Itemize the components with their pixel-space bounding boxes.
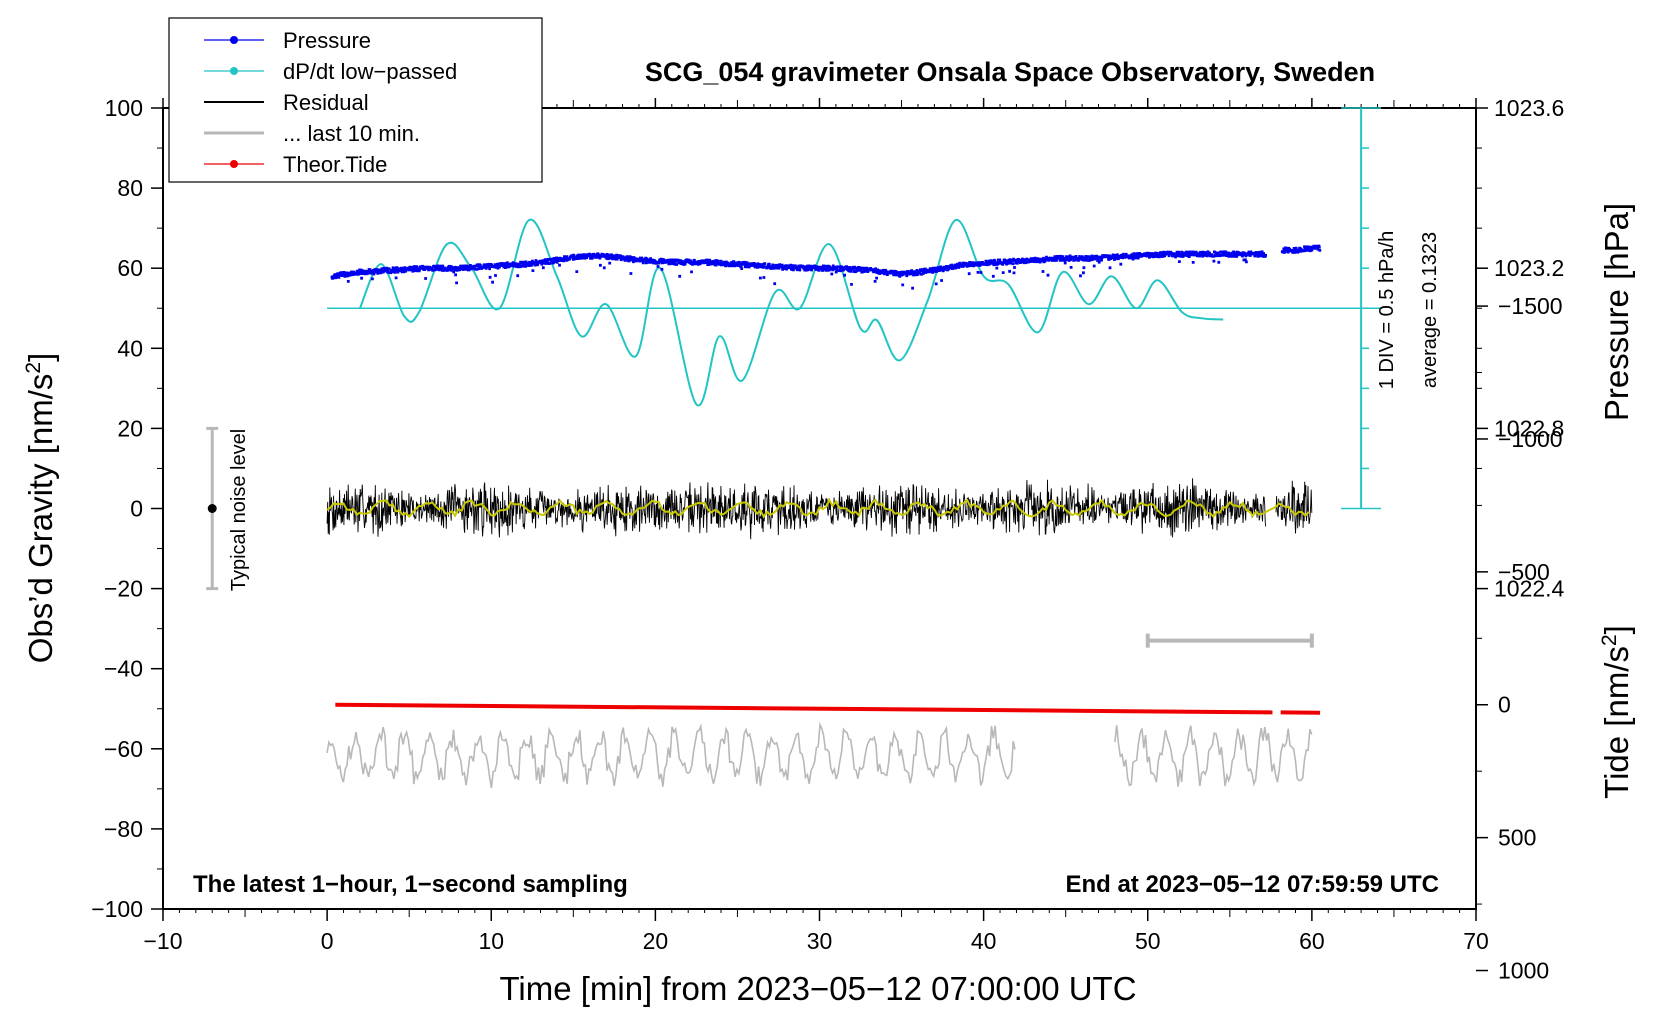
- dpdt-average-label: average = 0.1323: [1419, 232, 1441, 388]
- residual-line: [326, 478, 1267, 540]
- tide-tick-label: 0: [1498, 692, 1511, 718]
- x-tick-label: 10: [478, 928, 504, 954]
- legend-label: ... last 10 min.: [283, 121, 420, 146]
- footer-left-text: The latest 1−hour, 1−second sampling: [193, 871, 628, 898]
- legend-marker: [230, 36, 238, 44]
- x-tick-label: 60: [1299, 928, 1325, 954]
- y-axis-label-pressure: Pressure [hPa]: [1598, 203, 1635, 421]
- x-tick-label: 70: [1463, 928, 1489, 954]
- footer-right-text: End at 2023−05−12 07:59:59 UTC: [1065, 871, 1439, 898]
- y-tick-label: 40: [117, 335, 143, 361]
- chart-title: SCG_054 gravimeter Onsala Space Observat…: [645, 57, 1375, 87]
- y-axis-label-tide: Tide [nm/s2]: [1598, 625, 1635, 799]
- last-10-min-line: [326, 721, 1016, 789]
- y-tick-label: 0: [130, 496, 143, 522]
- dpdt-scale-label: 1 DIV = 0.5 hPa/h: [1376, 231, 1398, 389]
- x-tick-label: 30: [807, 928, 833, 954]
- y-axis-label-left: Obs’d Gravity [nm/s2]: [22, 353, 59, 664]
- y-tick-label: −20: [104, 576, 143, 602]
- pressure-tick-label: 1022.4: [1494, 576, 1565, 602]
- legend-label: dP/dt low−passed: [283, 59, 457, 84]
- noise-level-label: Typical noise level: [228, 429, 250, 591]
- y-tick-label: −60: [104, 736, 143, 762]
- tide-tick-label: −1000: [1498, 426, 1563, 452]
- y-tick-label: −80: [104, 816, 143, 842]
- legend-label: Theor.Tide: [283, 152, 387, 177]
- tide-tick-label: −1500: [1498, 293, 1563, 319]
- y-tick-label: 20: [117, 415, 143, 441]
- legend-label: Pressure: [283, 28, 371, 53]
- noise-bar-dot: [207, 504, 217, 513]
- y-tick-label: −100: [91, 896, 143, 922]
- x-tick-label: 40: [971, 928, 997, 954]
- tide-tick-label: −500: [1498, 559, 1550, 585]
- pressure-tick-label: 1023.2: [1494, 255, 1564, 281]
- pressure-dots: [330, 244, 1322, 290]
- axes: −10 0 10 20 30 40 50 60 70−100−80−60−40−20020406…: [91, 95, 1564, 984]
- residual-line: [1275, 480, 1313, 534]
- pressure-tick-label: 1023.6: [1494, 95, 1564, 121]
- y-tick-label: 100: [105, 95, 143, 121]
- legend-marker: [230, 67, 238, 75]
- x-tick-label: −10: [143, 928, 182, 954]
- y-tick-label: 80: [117, 175, 143, 201]
- tide-tick-label: 1000: [1498, 958, 1549, 984]
- series-layer: [326, 218, 1322, 789]
- theor-tide-line: [335, 702, 1273, 715]
- last-10-min-line: [1114, 725, 1313, 787]
- x-axis-label: Time [min] from 2023−05−12 07:00:00 UTC: [499, 970, 1136, 1007]
- dpdt-line: [358, 218, 1224, 407]
- legend-marker: [230, 160, 238, 168]
- legend: Pressure dP/dt low−passed Residual ... last…: [168, 17, 543, 183]
- y-tick-label: 60: [117, 255, 143, 281]
- legend-label: Residual: [283, 90, 369, 115]
- legend-box: [168, 17, 543, 183]
- residual-smoothed-line: [326, 497, 1310, 519]
- pressure-tick-label: 1022.8: [1494, 415, 1564, 441]
- x-tick-label: 0: [321, 928, 334, 954]
- annotations: [206, 107, 1383, 648]
- tide-tick-label: 500: [1498, 825, 1536, 851]
- y-tick-label: −40: [104, 656, 143, 682]
- x-tick-label: 50: [1135, 928, 1161, 954]
- x-tick-label: 20: [643, 928, 669, 954]
